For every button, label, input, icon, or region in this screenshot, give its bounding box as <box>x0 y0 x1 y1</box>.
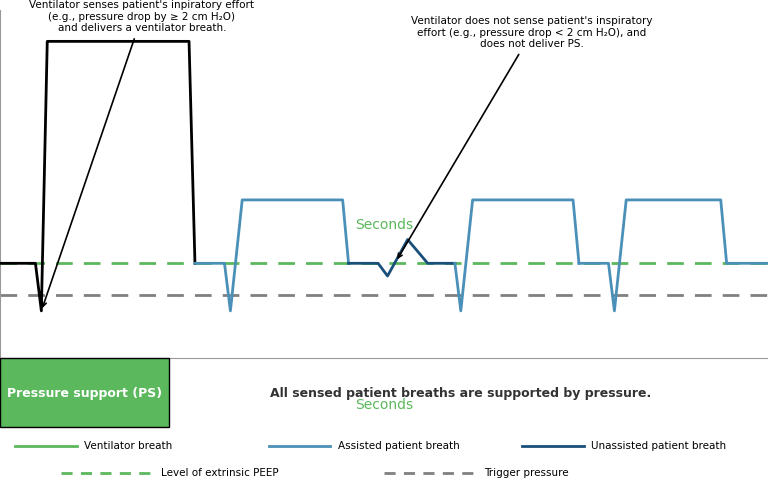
Text: Ventilator does not sense patient's inspiratory
effort (e.g., pressure drop < 2 : Ventilator does not sense patient's insp… <box>398 16 653 258</box>
Text: Trigger pressure: Trigger pressure <box>484 468 568 478</box>
Text: All sensed patient breaths are supported by pressure.: All sensed patient breaths are supported… <box>270 387 651 400</box>
Text: Level of extrinsic PEEP: Level of extrinsic PEEP <box>161 468 279 478</box>
Text: Assisted patient breath: Assisted patient breath <box>338 440 460 451</box>
FancyBboxPatch shape <box>0 358 169 427</box>
Text: Seconds: Seconds <box>355 398 413 412</box>
Text: Unassisted patient breath: Unassisted patient breath <box>591 440 727 451</box>
Text: Ventilator senses patient's inpiratory effort
(e.g., pressure drop by ≥ 2 cm H₂O: Ventilator senses patient's inpiratory e… <box>29 0 254 307</box>
Text: Pressure support (PS): Pressure support (PS) <box>7 387 162 400</box>
Text: Seconds: Seconds <box>355 218 413 232</box>
Text: Ventilator breath: Ventilator breath <box>84 440 173 451</box>
